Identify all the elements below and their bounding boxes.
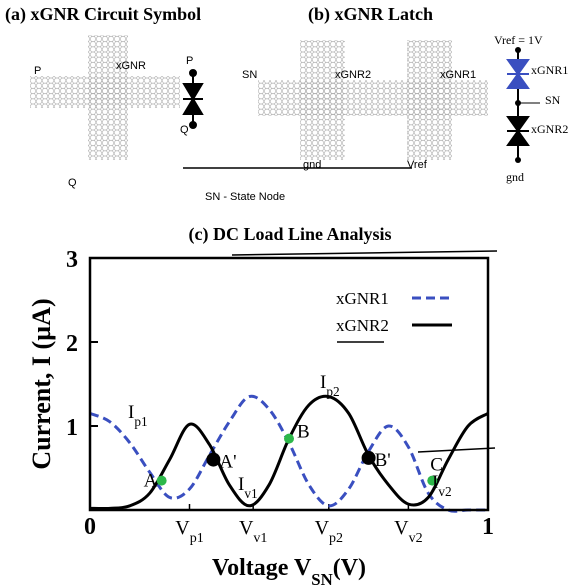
annotation-sub: v2 bbox=[438, 484, 451, 499]
label: Vref bbox=[407, 159, 428, 171]
y-tick-label: 2 bbox=[66, 331, 78, 357]
label: xGNR1 bbox=[440, 69, 476, 81]
annotation-main: I bbox=[238, 474, 244, 495]
point-label: A bbox=[144, 471, 158, 492]
x-tick-label: 0 bbox=[84, 514, 96, 540]
label: xGNR2 bbox=[335, 69, 371, 81]
x-tick-label-sub: p2 bbox=[329, 531, 343, 546]
label: Q bbox=[180, 124, 189, 136]
diode-symbol bbox=[182, 69, 204, 129]
chart-title: (c) DC Load Line Analysis bbox=[188, 224, 391, 245]
label: P bbox=[186, 55, 193, 67]
annotation: Ip1 bbox=[128, 402, 148, 429]
annotation: Iv1 bbox=[238, 474, 258, 501]
label: gnd bbox=[506, 170, 524, 184]
x-tick-label-main: V bbox=[239, 517, 254, 539]
graphene-cross bbox=[30, 35, 180, 160]
label: xGNR1 bbox=[531, 63, 568, 77]
x-tick-label: Vp1 bbox=[175, 517, 203, 546]
label: SN bbox=[545, 93, 561, 107]
x-axis-label: Voltage VSN(V) bbox=[212, 555, 366, 585]
label: Vref = 1V bbox=[494, 33, 543, 47]
graphene-latch bbox=[258, 40, 488, 160]
point-label: B bbox=[297, 422, 310, 443]
x-tick-label-sub: v1 bbox=[253, 531, 267, 546]
panel-title: (b) xGNR Latch bbox=[308, 4, 433, 25]
legend-label: xGNR2 bbox=[336, 316, 389, 335]
label: P bbox=[34, 65, 41, 77]
annotation: Ip2 bbox=[320, 372, 340, 399]
x-axis-label-sub: SN bbox=[311, 570, 332, 585]
point-label: C bbox=[430, 455, 443, 476]
x-axis-label-main: Voltage V bbox=[212, 555, 312, 581]
annotation-leader bbox=[417, 447, 496, 453]
x-tick-label-main: V bbox=[394, 517, 409, 539]
annotation-leader bbox=[231, 250, 498, 256]
y-axis-label: Current, I (µA) bbox=[27, 298, 56, 469]
x-tick-label: Vp2 bbox=[315, 517, 343, 546]
label: xGNR2 bbox=[531, 122, 568, 136]
point-label: A' bbox=[219, 452, 236, 473]
annotation-main: I bbox=[128, 402, 134, 423]
operating-point bbox=[206, 452, 221, 467]
series-line bbox=[89, 394, 489, 511]
operating-point bbox=[156, 475, 167, 486]
x-tick-label-main: V bbox=[315, 517, 330, 539]
annotation-sub: v1 bbox=[244, 486, 257, 501]
x-tick-label-sub: v2 bbox=[409, 531, 423, 546]
annotation-main: I bbox=[320, 372, 326, 393]
annotation: Iv2 bbox=[432, 472, 452, 499]
operating-point bbox=[284, 433, 294, 444]
operating-point bbox=[427, 475, 438, 486]
operating-point bbox=[361, 450, 376, 465]
x-tick-label-sub: p1 bbox=[190, 531, 204, 546]
x-tick-label: 1 bbox=[482, 514, 494, 540]
y-tick-label: 3 bbox=[66, 247, 78, 273]
point-label: B' bbox=[375, 450, 391, 471]
latch-symbol bbox=[506, 47, 540, 163]
label: xGNR bbox=[116, 60, 146, 72]
label: Q bbox=[68, 177, 77, 189]
x-tick-label-main: V bbox=[175, 517, 190, 539]
plot-frame bbox=[88, 256, 490, 512]
label: gnd bbox=[303, 159, 321, 171]
label: SN bbox=[242, 69, 257, 81]
legend-label: xGNR1 bbox=[336, 289, 389, 308]
annotation-sub: p2 bbox=[326, 384, 339, 399]
x-tick-label: Vv1 bbox=[239, 517, 267, 546]
x-axis-label-suffix: (V) bbox=[333, 555, 366, 581]
annotation-main: I bbox=[432, 472, 438, 493]
y-tick-label: 1 bbox=[66, 415, 78, 441]
annotation-sub: p1 bbox=[134, 414, 147, 429]
caption: SN - State Node bbox=[205, 191, 285, 203]
x-tick-label: Vv2 bbox=[394, 517, 422, 546]
panel-title: (a) xGNR Circuit Symbol bbox=[5, 4, 201, 25]
